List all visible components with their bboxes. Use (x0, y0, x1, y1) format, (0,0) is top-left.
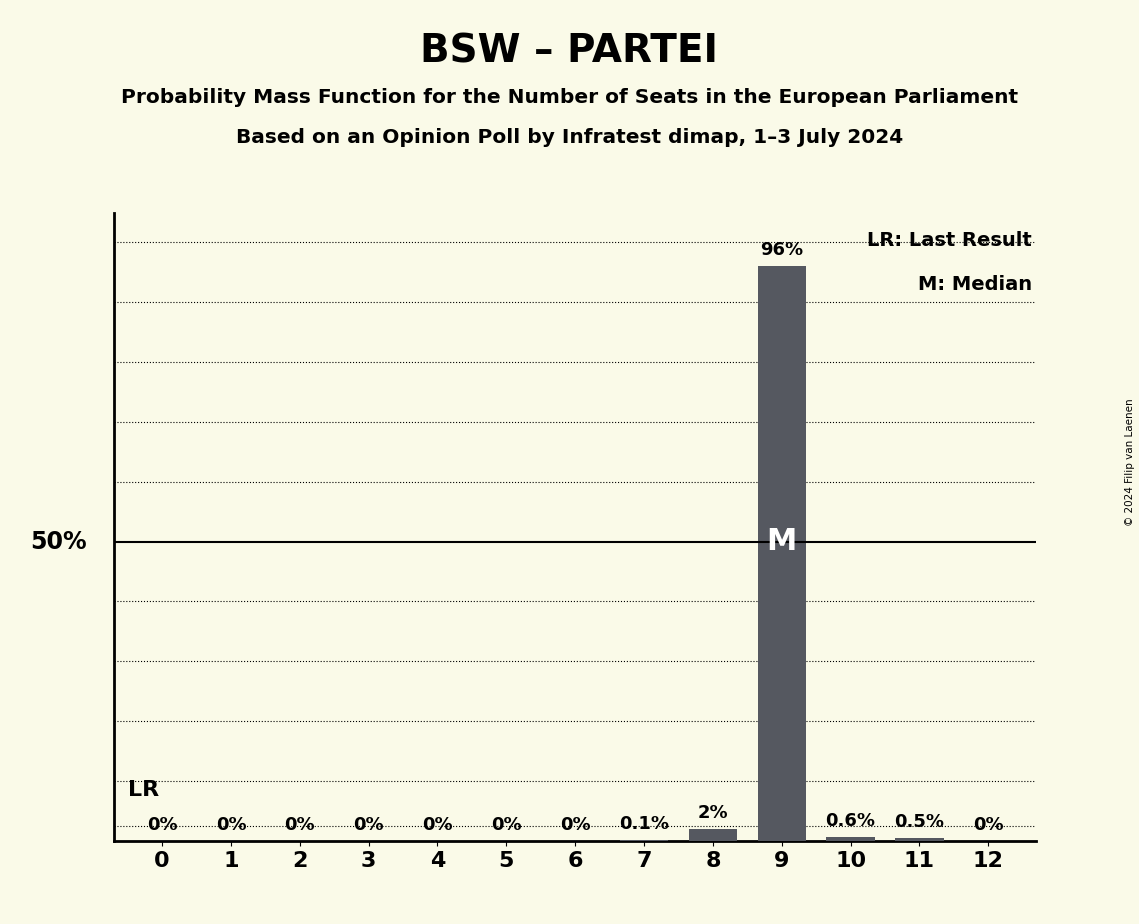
Text: 2%: 2% (697, 804, 728, 821)
Text: Probability Mass Function for the Number of Seats in the European Parliament: Probability Mass Function for the Number… (121, 88, 1018, 107)
Bar (757, 266, 806, 841)
Text: LR: Last Result: LR: Last Result (867, 231, 1032, 250)
Text: 0%: 0% (491, 816, 522, 833)
Text: 0%: 0% (215, 816, 246, 833)
Bar (895, 838, 943, 841)
Text: 0%: 0% (423, 816, 453, 833)
Text: 0%: 0% (353, 816, 384, 833)
Text: 0%: 0% (285, 816, 316, 833)
Bar (689, 829, 737, 841)
Text: 96%: 96% (760, 241, 803, 260)
Text: 0.5%: 0.5% (894, 813, 944, 831)
Text: 0%: 0% (147, 816, 178, 833)
Text: 0%: 0% (560, 816, 590, 833)
Text: © 2024 Filip van Laenen: © 2024 Filip van Laenen (1125, 398, 1134, 526)
Text: 0.1%: 0.1% (618, 815, 669, 833)
Text: M: Median: M: Median (918, 275, 1032, 295)
Text: 0%: 0% (973, 816, 1003, 833)
Text: M: M (767, 527, 797, 556)
Text: Based on an Opinion Poll by Infratest dimap, 1–3 July 2024: Based on an Opinion Poll by Infratest di… (236, 128, 903, 147)
Text: 0.6%: 0.6% (826, 812, 876, 830)
Text: 50%: 50% (30, 529, 87, 553)
Text: BSW – PARTEI: BSW – PARTEI (420, 32, 719, 70)
Bar (827, 837, 875, 841)
Text: LR: LR (128, 780, 158, 800)
